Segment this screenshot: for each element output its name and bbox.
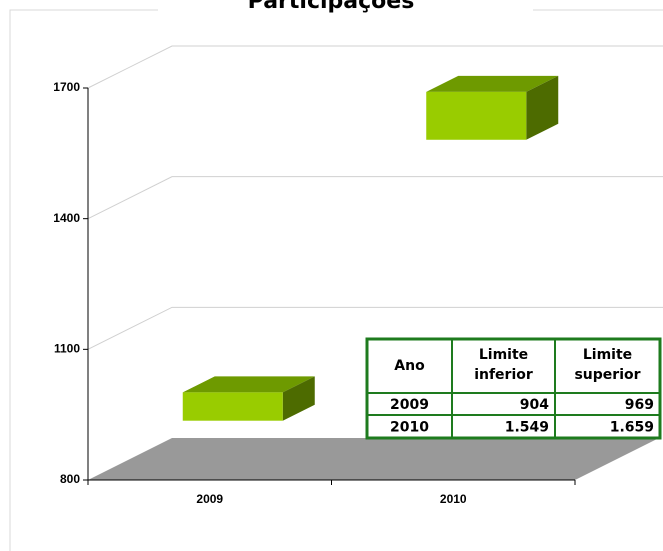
y-tick-label: 1700 [53, 80, 80, 94]
chart-title: Participações [248, 0, 415, 14]
data-table: Ano Limite inferior Limite superior 2009 904 96… [365, 337, 662, 440]
table-cell: 2009 [390, 397, 429, 413]
table-cell: 2010 [390, 420, 429, 436]
x-tick-label: 2009 [196, 492, 223, 506]
table-background [365, 337, 662, 440]
bar-side [282, 376, 315, 421]
bar-top [426, 75, 559, 92]
title-background [158, 0, 533, 20]
x-tick-label: 2010 [440, 492, 467, 506]
y-tick-label: 800 [60, 472, 80, 486]
table-header: Limite superior [574, 347, 640, 383]
grid-line [87, 45, 663, 89]
bar-top [182, 376, 315, 393]
table-header: Limite inferior [474, 347, 533, 383]
bar-front [426, 91, 527, 140]
range-bar [426, 75, 559, 140]
table-cell: 904 [520, 397, 549, 413]
grid-line [87, 306, 663, 350]
table-cell: 969 [625, 397, 654, 413]
bar-front [182, 392, 283, 421]
table-cell: 1.659 [610, 420, 654, 436]
range-bar [182, 376, 315, 421]
table-cell: 1.549 [505, 420, 549, 436]
bar-side [526, 75, 559, 140]
y-tick-label: 1400 [53, 211, 80, 225]
floor [88, 438, 659, 480]
table-header: Ano [394, 358, 425, 374]
y-tick-label: 1100 [54, 342, 80, 356]
grid-line [87, 176, 663, 220]
